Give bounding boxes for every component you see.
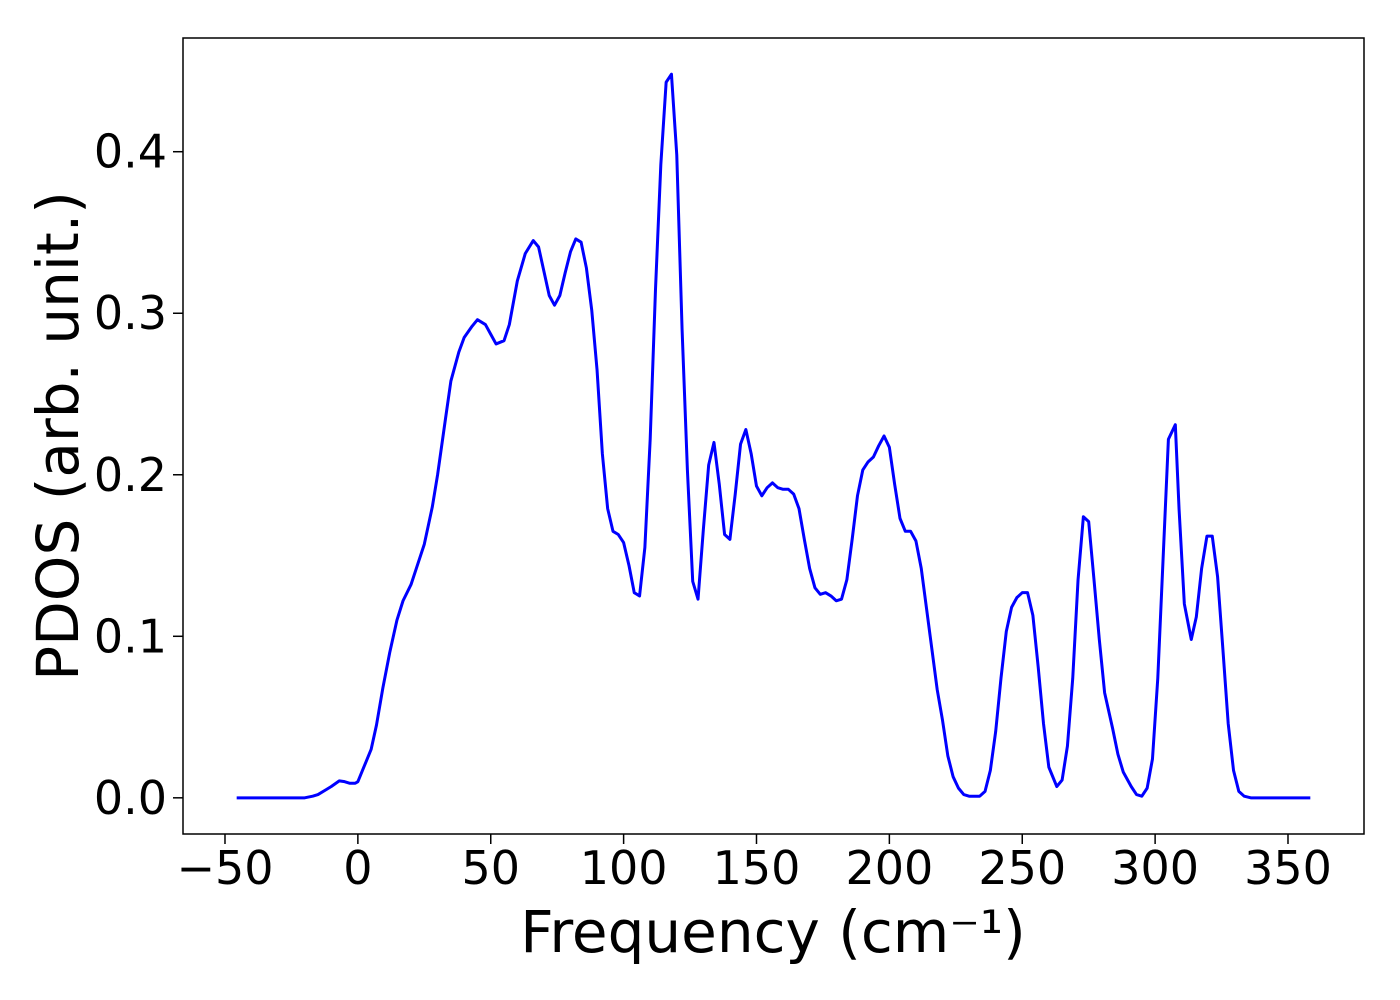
x-tick-label: 50: [461, 841, 520, 895]
x-tick-label: −50: [176, 841, 273, 895]
y-tick-label: 0.1: [94, 609, 167, 663]
y-tick-label: 0.4: [94, 125, 167, 179]
x-tick-label: 150: [713, 841, 801, 895]
x-tick-label: 250: [978, 841, 1066, 895]
y-axis-label: PDOS (arb. unit.): [24, 191, 92, 681]
x-tick-label: 0: [343, 841, 372, 895]
x-tick-label: 350: [1244, 841, 1332, 895]
y-tick-label: 0.3: [94, 286, 167, 340]
y-tick-label: 0.0: [94, 771, 167, 825]
plot-frame: [182, 37, 1365, 835]
y-tick-label: 0.2: [94, 448, 167, 502]
x-tick-label: 100: [580, 841, 668, 895]
pdos-line: [236, 72, 1311, 800]
x-tick-label: 200: [845, 841, 933, 895]
x-tick-label: 300: [1111, 841, 1199, 895]
x-axis-label: Frequency (cm⁻¹): [520, 898, 1026, 966]
